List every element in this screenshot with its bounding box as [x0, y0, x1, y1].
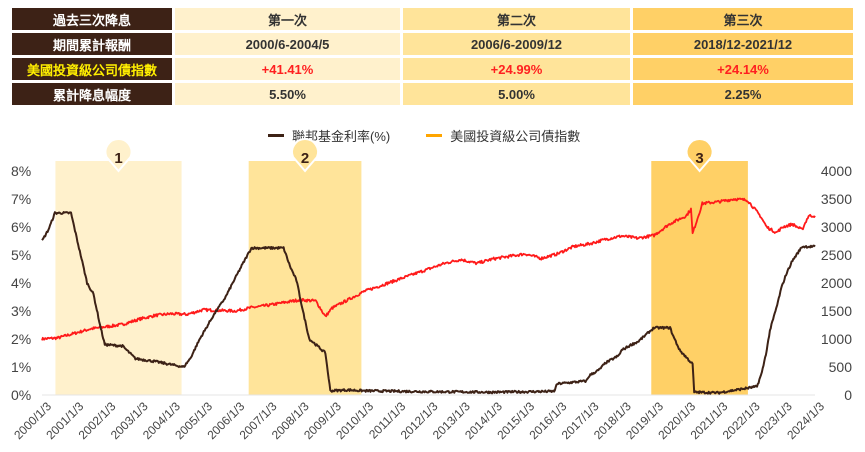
rate-cut-bands	[55, 161, 748, 395]
summary-table: 過去三次降息 第一次 第二次 第三次 期間累計報酬 2000/6-2004/5 …	[9, 5, 856, 108]
rate-cut-band-1	[55, 161, 182, 395]
table-cell: 2018/12-2021/12	[633, 33, 853, 55]
bond-index-line	[41, 197, 816, 341]
chart-legend: 聯邦基金利率(%) 美國投資級公司債指數	[268, 126, 580, 145]
legend-item-fed-rate[interactable]: 聯邦基金利率(%)	[268, 126, 390, 145]
legend-item-bond-index[interactable]: 美國投資級公司債指數	[426, 126, 580, 145]
y-right-tick: 500	[829, 359, 853, 375]
band-marker-3: 3	[685, 138, 714, 173]
table-cell: +24.14%	[633, 58, 853, 80]
y-left-tick: 6%	[11, 219, 31, 235]
y-left-tick: 0%	[11, 387, 31, 403]
y-axis-right: 0 500 1000 1500 2000 2500 3000 3500 4000	[821, 163, 852, 403]
table-cell: 2006/6-2009/12	[403, 33, 630, 55]
y-right-tick: 4000	[821, 163, 852, 179]
table-cell: 2.25%	[633, 83, 853, 105]
series-lines	[41, 197, 816, 395]
x-axis: 2000/1/32001/1/32002/1/32003/1/32004/1/3…	[11, 399, 827, 442]
table-row: 累計降息幅度 5.50% 5.00% 2.25%	[12, 83, 853, 105]
row-header: 過去三次降息	[12, 8, 172, 30]
y-left-tick: 8%	[11, 163, 31, 179]
legend-swatch-icon	[426, 134, 443, 137]
y-left-tick: 5%	[11, 247, 31, 263]
table-row: 期間累計報酬 2000/6-2004/5 2006/6-2009/12 2018…	[12, 33, 853, 55]
table-header-row: 過去三次降息 第一次 第二次 第三次	[12, 8, 853, 30]
y-axis-left: 0% 1% 2% 3% 4% 5% 6% 7% 8%	[11, 163, 31, 403]
table-cell: +41.41%	[175, 58, 400, 80]
table-row: 美國投資級公司債指數 +41.41% +24.99% +24.14%	[12, 58, 853, 80]
legend-swatch-icon	[268, 134, 284, 137]
y-right-tick: 3000	[821, 219, 852, 235]
rate-cut-band-2	[248, 161, 362, 395]
band-marker-1: 1	[104, 138, 133, 173]
y-right-tick: 1000	[821, 331, 852, 347]
legend-label: 聯邦基金利率(%)	[292, 129, 391, 144]
rate-cut-band-3	[651, 161, 748, 395]
y-right-tick: 0	[844, 387, 852, 403]
table-cell: 5.50%	[175, 83, 400, 105]
y-left-tick: 7%	[11, 191, 31, 207]
legend-label: 美國投資級公司債指數	[450, 129, 581, 144]
y-right-tick: 3500	[821, 191, 852, 207]
col-header-3: 第三次	[633, 8, 853, 30]
y-left-tick: 4%	[11, 275, 31, 291]
svg-text:3: 3	[695, 150, 703, 167]
y-right-tick: 1500	[821, 303, 852, 319]
row-header: 美國投資級公司債指數	[12, 58, 172, 80]
table-cell: 5.00%	[403, 83, 630, 105]
band-marker-2: 2	[291, 138, 320, 173]
col-header-1: 第一次	[175, 8, 400, 30]
y-left-tick: 3%	[11, 303, 31, 319]
col-header-2: 第二次	[403, 8, 630, 30]
band-markers: 1 2 3	[104, 138, 714, 173]
row-header: 累計降息幅度	[12, 83, 172, 105]
row-header: 期間累計報酬	[12, 33, 172, 55]
y-right-tick: 2500	[821, 247, 852, 263]
fed-rate-line	[41, 211, 816, 395]
table-cell: 2000/6-2004/5	[175, 33, 400, 55]
y-right-tick: 2000	[821, 275, 852, 291]
svg-text:2: 2	[301, 150, 309, 167]
y-left-tick: 1%	[11, 359, 31, 375]
y-left-tick: 2%	[11, 331, 31, 347]
svg-text:1: 1	[114, 150, 122, 167]
table-cell: +24.99%	[403, 58, 630, 80]
